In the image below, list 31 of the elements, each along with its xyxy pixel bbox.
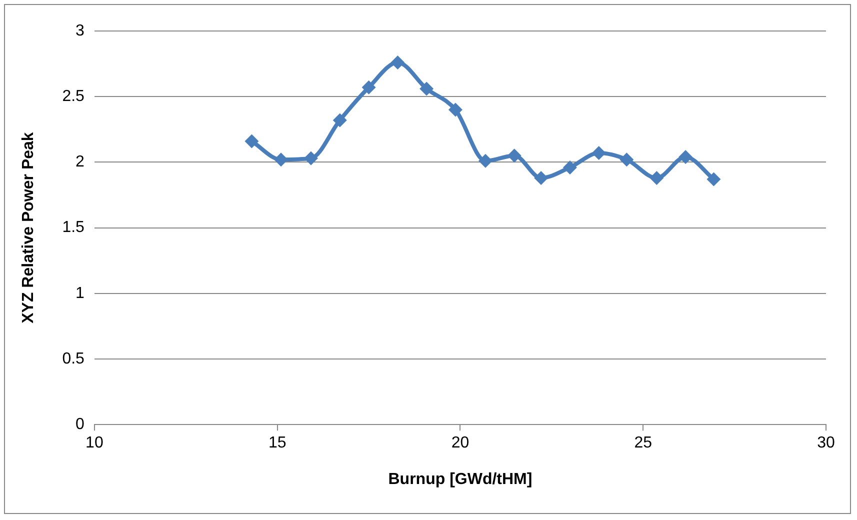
y-tick-label: 2.5	[62, 88, 85, 106]
x-tick-label: 20	[451, 434, 470, 452]
point	[478, 154, 492, 168]
point	[274, 152, 288, 167]
point	[362, 80, 376, 94]
x-tick-label: 25	[634, 434, 652, 452]
point	[304, 151, 318, 166]
y-axis-title: XYZ Relative Power Peak	[20, 132, 38, 324]
point	[390, 55, 405, 70]
x-axis-title: Burnup [GWd/tHM]	[388, 470, 532, 488]
point	[332, 113, 347, 128]
x-tick-label: 30	[817, 434, 835, 452]
point	[678, 150, 693, 164]
y-tick-label: 1	[76, 284, 85, 302]
y-tick-label: 2	[76, 154, 85, 171]
point	[534, 170, 548, 185]
point	[592, 146, 606, 160]
x-tick-label: 15	[268, 434, 286, 452]
y-tick-label: 1.5	[62, 219, 85, 236]
y-tick-label: 0	[76, 416, 85, 434]
y-tick-label: 0.5	[62, 350, 85, 368]
point	[244, 134, 259, 148]
point	[620, 152, 634, 167]
x-tick-label: 10	[86, 434, 104, 452]
point	[706, 172, 721, 186]
point	[420, 82, 434, 96]
y-tick-label: 3	[76, 22, 85, 40]
point	[650, 170, 664, 185]
point	[562, 160, 577, 174]
point	[448, 102, 462, 117]
point	[507, 148, 522, 163]
